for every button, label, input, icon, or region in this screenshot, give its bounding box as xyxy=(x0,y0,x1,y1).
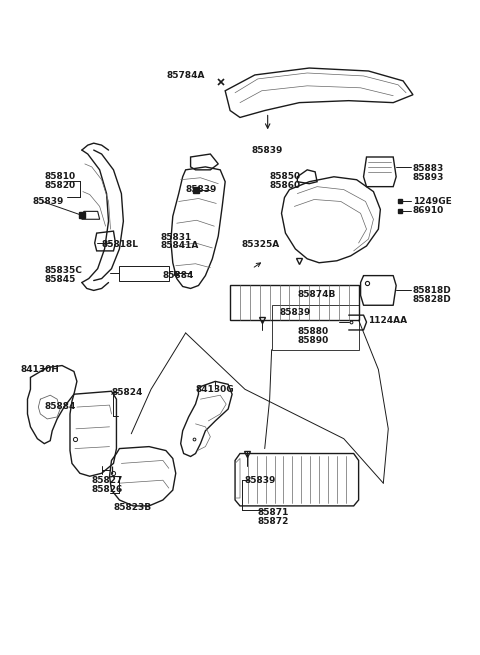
Text: 85839: 85839 xyxy=(186,185,217,194)
Text: 84130G: 84130G xyxy=(195,384,234,394)
Text: 85884: 85884 xyxy=(44,402,76,411)
Text: 85810: 85810 xyxy=(44,172,75,181)
Text: 85890: 85890 xyxy=(297,337,329,345)
Text: 85883: 85883 xyxy=(413,164,444,174)
Text: 85860: 85860 xyxy=(270,181,301,190)
Text: 85884: 85884 xyxy=(163,271,194,280)
Text: 85831: 85831 xyxy=(161,233,192,242)
Text: 85784A: 85784A xyxy=(167,71,205,81)
Text: 85839: 85839 xyxy=(279,308,311,316)
Text: 85874B: 85874B xyxy=(297,290,336,299)
Text: 85828D: 85828D xyxy=(413,295,452,304)
Text: 85818L: 85818L xyxy=(102,240,139,250)
Text: 85871: 85871 xyxy=(258,508,289,517)
Text: 85893: 85893 xyxy=(413,174,444,182)
Text: 1124AA: 1124AA xyxy=(369,316,408,325)
Text: 85839: 85839 xyxy=(252,145,283,155)
Text: 85880: 85880 xyxy=(297,328,328,337)
Text: 85839: 85839 xyxy=(33,197,64,206)
Text: 85835C: 85835C xyxy=(44,266,82,275)
Text: 85818D: 85818D xyxy=(413,286,452,295)
Text: 1249GE: 1249GE xyxy=(413,197,452,206)
Text: 85820: 85820 xyxy=(44,181,75,190)
Text: 85824: 85824 xyxy=(111,388,143,397)
Text: 85325A: 85325A xyxy=(242,240,280,250)
Text: 85872: 85872 xyxy=(258,517,289,526)
Text: 85845: 85845 xyxy=(44,275,76,284)
Text: 84130H: 84130H xyxy=(21,365,60,374)
Text: 85850: 85850 xyxy=(270,172,301,181)
Text: 86910: 86910 xyxy=(413,206,444,215)
Text: 85841A: 85841A xyxy=(161,242,199,250)
Text: 85823B: 85823B xyxy=(113,504,152,512)
Text: 85826: 85826 xyxy=(92,485,123,494)
Text: 85839: 85839 xyxy=(245,476,276,485)
Text: 85827: 85827 xyxy=(92,476,123,485)
